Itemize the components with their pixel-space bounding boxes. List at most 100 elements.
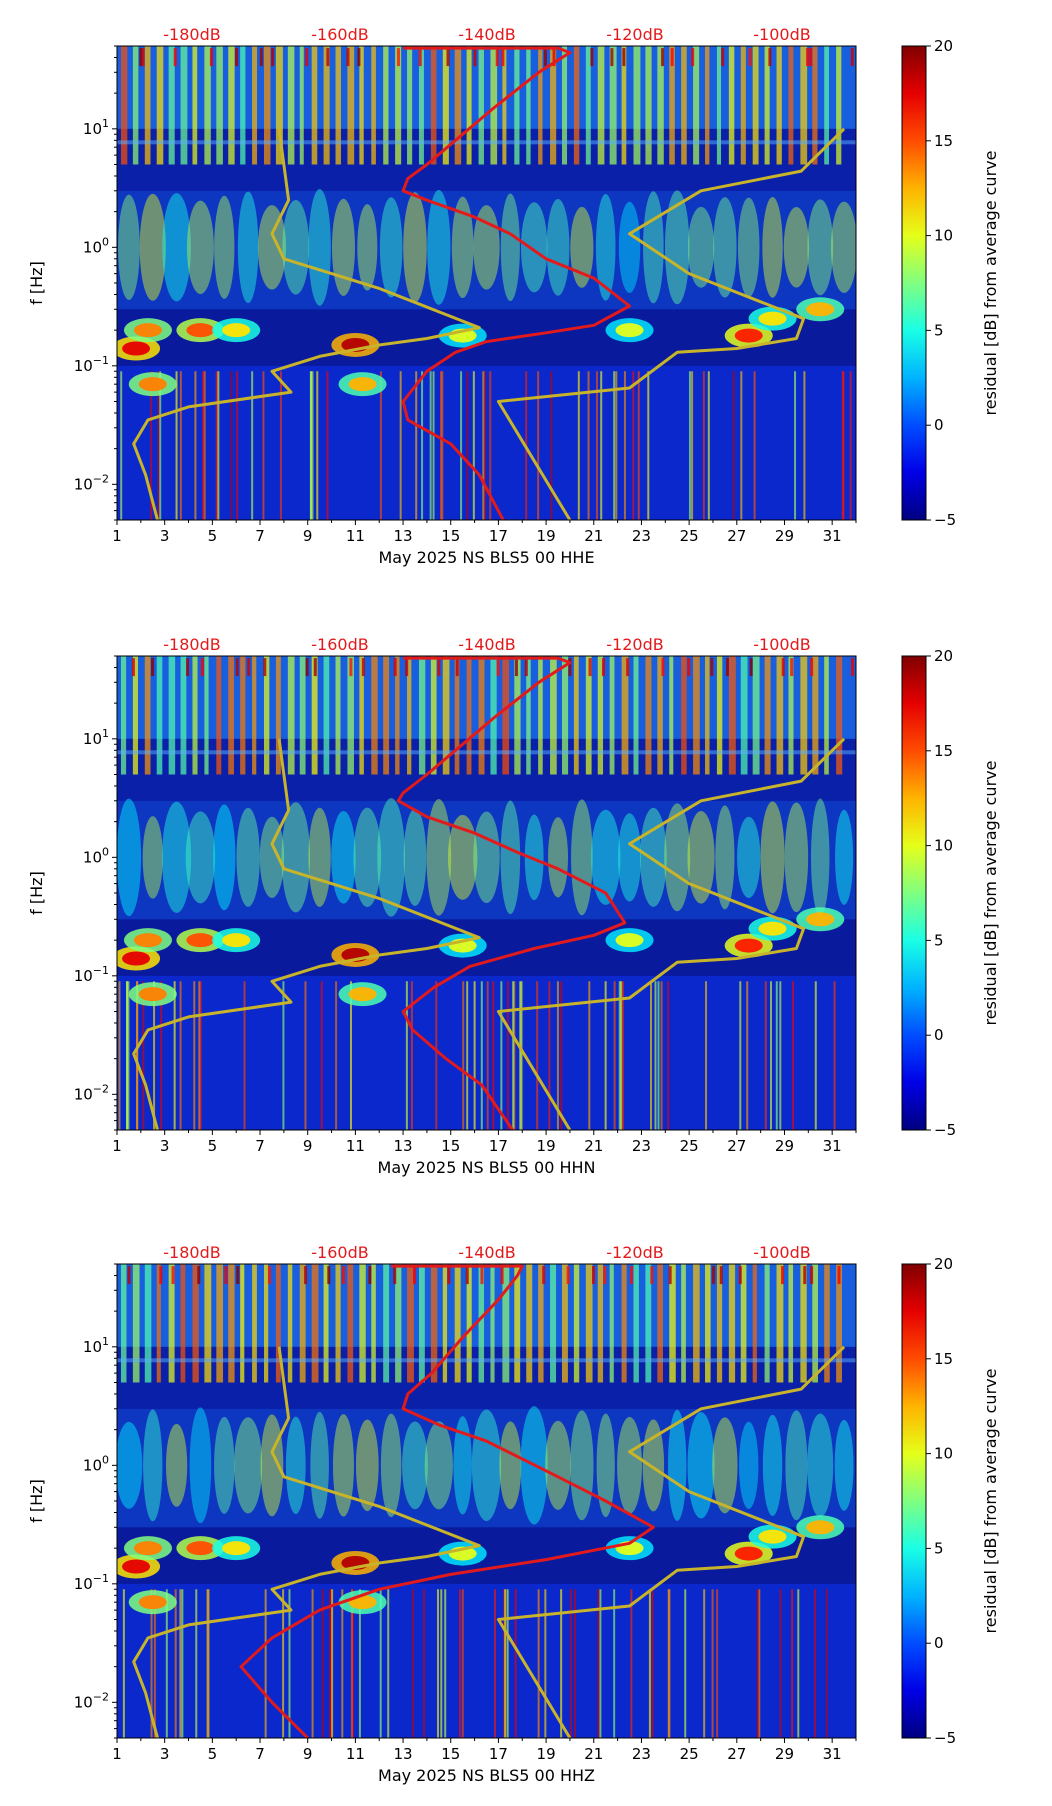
heatmap-streak bbox=[623, 371, 626, 520]
heatmap-cell bbox=[331, 811, 356, 904]
heatmap-streak bbox=[321, 1589, 324, 1738]
heatmap-streak bbox=[543, 48, 547, 67]
heatmap-streak bbox=[263, 658, 267, 677]
db-scale-label: -180dB bbox=[163, 635, 220, 654]
heatmap-streak bbox=[613, 981, 616, 1130]
heatmap-streak bbox=[393, 1266, 397, 1285]
heatmap-streak bbox=[779, 1589, 782, 1738]
heatmap-hotspot bbox=[615, 933, 644, 948]
heatmap-streak bbox=[341, 1266, 345, 1285]
x-tick-label: 1 bbox=[112, 527, 122, 545]
heatmap-streak bbox=[180, 46, 188, 165]
heatmap-streak bbox=[550, 1264, 557, 1383]
heatmap-streak bbox=[454, 1264, 461, 1383]
heatmap-streak bbox=[626, 658, 630, 677]
heatmap-cell bbox=[500, 800, 521, 915]
heatmap-streak bbox=[341, 1589, 344, 1738]
heatmap-streak bbox=[264, 1589, 267, 1738]
heatmap-streak bbox=[657, 46, 664, 165]
heatmap-streak bbox=[496, 658, 500, 677]
heatmap-streak bbox=[368, 1266, 372, 1285]
heatmap-streak bbox=[275, 656, 281, 775]
x-tick-label: 19 bbox=[537, 1745, 556, 1763]
yellow-reference-curve-2 bbox=[496, 127, 846, 520]
heatmap-streak bbox=[738, 1266, 742, 1285]
heatmap-streak bbox=[492, 981, 495, 1130]
heatmap-streak bbox=[240, 656, 246, 775]
red-average-curve bbox=[239, 1264, 655, 1738]
heatmap-streak bbox=[609, 46, 617, 165]
heatmap-streak bbox=[728, 1264, 736, 1383]
heatmap-streak bbox=[430, 656, 437, 775]
heatmap-streak bbox=[732, 371, 735, 520]
heatmap-streak bbox=[267, 1266, 271, 1285]
heatmap-cell bbox=[783, 207, 810, 288]
heatmap-streak bbox=[707, 371, 710, 520]
heatmap-streak bbox=[693, 46, 700, 165]
heatmap-cell bbox=[426, 798, 452, 916]
heatmap-streak bbox=[514, 1264, 521, 1383]
heatmap-streak bbox=[478, 656, 485, 775]
heatmap-streak bbox=[740, 656, 748, 775]
heatmap-streak bbox=[383, 656, 390, 775]
x-tick-label: 3 bbox=[160, 1745, 170, 1763]
heatmap-streak bbox=[411, 1589, 414, 1738]
heatmap-streak bbox=[309, 371, 312, 520]
colorbar-tick-label: 20 bbox=[934, 647, 953, 665]
heatmap-streak bbox=[791, 1589, 794, 1738]
heatmap-streak bbox=[574, 1589, 577, 1738]
heatmap-streak bbox=[688, 371, 691, 520]
heatmap-streak bbox=[311, 46, 318, 165]
heatmap-streak bbox=[716, 1264, 723, 1383]
heatmap-streak bbox=[486, 981, 489, 1130]
heatmap-streak bbox=[500, 981, 503, 1130]
heatmap-streak bbox=[691, 48, 695, 67]
heatmap-streak bbox=[513, 981, 516, 1130]
heatmap-streak bbox=[764, 1264, 770, 1383]
heatmap-streak bbox=[613, 371, 616, 520]
heatmap-streak bbox=[790, 658, 794, 677]
heatmap-streak bbox=[160, 981, 163, 1130]
heatmap-streak bbox=[442, 46, 449, 165]
heatmap-streak bbox=[141, 48, 145, 67]
x-tick-label: 21 bbox=[584, 1137, 603, 1155]
heatmap-streak bbox=[621, 981, 624, 1130]
heatmap-cell bbox=[308, 807, 331, 907]
heatmap-streak bbox=[287, 656, 295, 775]
colorbar bbox=[901, 655, 927, 1131]
heatmap-hotspot bbox=[133, 933, 162, 948]
heatmap-streak bbox=[228, 1264, 235, 1383]
heatmap-cell bbox=[687, 810, 715, 904]
heatmap-streak bbox=[203, 371, 206, 520]
heatmap-streak bbox=[622, 48, 626, 67]
heatmap-streak bbox=[604, 981, 607, 1130]
heatmap-streak bbox=[705, 46, 710, 165]
db-scale-label: -160dB bbox=[311, 1243, 368, 1262]
heatmap-streak bbox=[668, 1266, 672, 1285]
heatmap-streak bbox=[716, 46, 722, 165]
heatmap-streak bbox=[418, 48, 422, 67]
heatmap-streak bbox=[387, 1589, 390, 1738]
heatmap-streak bbox=[379, 371, 382, 520]
heatmap-streak bbox=[519, 981, 522, 1130]
heatmap-streak bbox=[462, 981, 465, 1130]
heatmap-cell bbox=[807, 199, 834, 296]
heatmap-streak bbox=[192, 656, 198, 775]
heatmap-streak bbox=[603, 1266, 607, 1285]
x-tick-label: 1 bbox=[112, 1745, 122, 1763]
heatmap-cell bbox=[762, 196, 783, 298]
heatmap-streak bbox=[204, 656, 209, 775]
x-tick-label: 7 bbox=[255, 1137, 265, 1155]
heatmap-streak bbox=[323, 656, 330, 775]
y-tick-label: 10−2 bbox=[74, 1082, 109, 1103]
heatmap-streak bbox=[371, 656, 378, 775]
heatmap-streak bbox=[645, 1264, 652, 1383]
heatmap-streak bbox=[669, 46, 675, 165]
heatmap-streak bbox=[311, 1589, 314, 1738]
heatmap-streak bbox=[357, 48, 361, 67]
heatmap-cell bbox=[545, 1420, 571, 1510]
heatmap-hotspot bbox=[734, 1546, 763, 1561]
heatmap-streak bbox=[597, 46, 605, 165]
heatmap-streak bbox=[526, 46, 531, 165]
heatmap-cell bbox=[595, 193, 616, 301]
